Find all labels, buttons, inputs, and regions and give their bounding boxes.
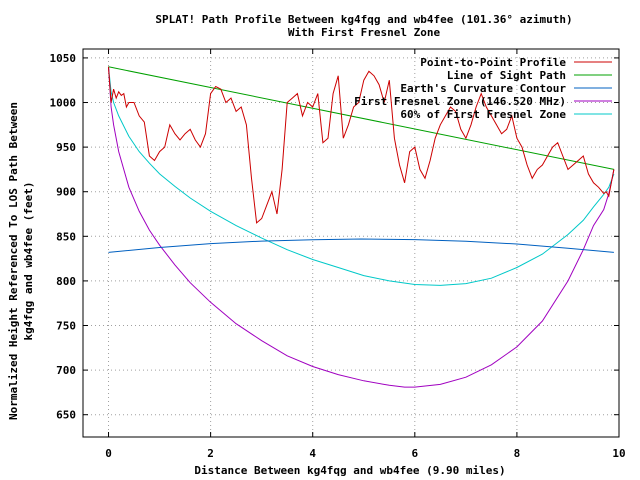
series-line-earth-s-curvature-contour [108,238,614,253]
series-line-first-fresnel-zone-146-520-mhz [108,66,615,388]
y-tick-label: 700 [56,364,76,377]
x-tick-label: 4 [309,447,316,460]
chart-subtitle: With First Fresnel Zone [288,26,441,39]
y-tick-label: 800 [56,275,76,288]
series-line-point-to-point-profile [108,66,615,224]
y-tick-label: 850 [56,230,76,243]
x-tick-label: 8 [514,447,521,460]
series-line-line-of-sight-path [108,66,614,170]
x-tick-label: 10 [612,447,625,460]
legend-label-line-of-sight-path: Line of Sight Path [447,69,566,82]
axis-ticks: 0 2 4 6 8 10 650 700 750 800 850 900 950 1000 1050 [50,49,626,460]
series-line-60-of-first-fresnel-zone [108,66,615,286]
legend-label-earth-s-curvature-contour: Earth's Curvature Contour [400,82,566,95]
y-tick-label: 950 [56,141,76,154]
y-axis-label-line2: kg4fqg and wb4fee (feet) [22,182,35,341]
y-tick-label: 1050 [50,52,77,65]
x-tick-label: 6 [411,447,418,460]
chart-title: SPLAT! Path Profile Between kg4fqg and w… [155,13,572,26]
x-tick-label: 2 [207,447,214,460]
x-tick-label: 0 [105,447,112,460]
legend-label-first-fresnel-zone-146-520-mhz: First Fresnel Zone (146.520 MHz) [354,95,566,108]
y-tick-label: 750 [56,320,76,333]
y-tick-label: 900 [56,186,76,199]
data-series [108,66,615,388]
legend-label-point-to-point-profile: Point-to-Point Profile [420,56,566,69]
y-axis-label-line1: Normalized Height Referenced To LOS Path… [7,102,20,420]
y-tick-label: 1000 [50,97,77,110]
y-tick-label: 650 [56,409,76,422]
legend-label-60-of-first-fresnel-zone: 60% of First Fresnel Zone [400,108,566,121]
x-axis-label: Distance Between kg4fqg and wb4fee (9.90… [194,464,505,477]
plot-frame [82,48,620,438]
